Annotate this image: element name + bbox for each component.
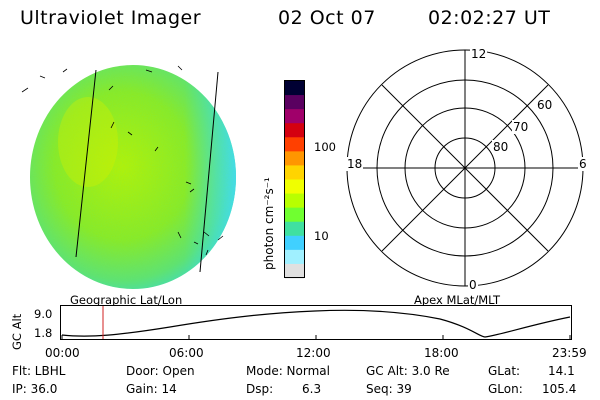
polar-label-18: 18 [346, 157, 364, 171]
altitude-ytick-min: 1.8 [34, 326, 53, 340]
colorbar-band [285, 235, 304, 251]
colorbar-band [285, 249, 304, 265]
colorbar-band [285, 165, 304, 180]
info-gc-alt: GC Alt: 3.0 Re [366, 364, 450, 378]
info-seq: Seq: 39 [366, 382, 412, 396]
colorbar-band [285, 123, 304, 138]
polar-label-6: 6 [578, 157, 588, 171]
info-dsp-value: 6.3 [302, 382, 322, 396]
info-flt: Flt: LBHL [12, 364, 66, 378]
colorbar-band [285, 95, 304, 110]
info-mode: Mode: Normal [246, 364, 330, 378]
altitude-curve [61, 309, 571, 338]
app-title: Ultraviolet Imager [20, 7, 202, 29]
colorbar [284, 80, 305, 279]
meridian-line-right [199, 71, 219, 273]
altitude-xtick-1200: 12:00 [296, 346, 331, 360]
apex-label: Apex MLat/MLT [414, 293, 501, 307]
altitude-ylabel: GC Alt [10, 313, 24, 350]
colorbar-band [285, 193, 304, 209]
polar-label-0: 0 [468, 278, 478, 292]
altitude-xtick-0000: 00:00 [45, 346, 80, 360]
altitude-xtick-2359: 23:59 [552, 346, 587, 360]
colorbar-label: photon cm⁻²s⁻¹ [262, 177, 276, 270]
colorbar-band [285, 109, 304, 124]
colorbar-band [285, 221, 304, 237]
colorbar-band [285, 207, 304, 223]
colorbar-band [285, 81, 304, 96]
altitude-xtick-1800: 18:00 [424, 346, 459, 360]
auroral-image [21, 65, 236, 289]
colorbar-band [285, 151, 304, 166]
info-glon-label: GLon: [488, 382, 523, 396]
date-label: 02 Oct 07 [278, 7, 376, 29]
polar-label-80: 80 [492, 140, 510, 154]
colorbar-band [285, 179, 304, 195]
info-glat-value: 14.1 [548, 364, 575, 378]
altitude-plot [60, 305, 572, 340]
info-dsp-label: Dsp: [246, 382, 274, 396]
polar-label-12: 12 [470, 47, 488, 61]
time-label: 02:02:27 UT [428, 7, 551, 29]
disc-noise [30, 65, 236, 289]
meridian-line-left [75, 69, 97, 258]
polar-grid [346, 49, 584, 287]
info-ip: IP: 36.0 [12, 382, 58, 396]
colorbar-band [285, 137, 304, 152]
geographic-label: Geographic Lat/Lon [70, 293, 183, 307]
polar-label-70: 70 [512, 120, 530, 134]
info-door: Door: Open [126, 364, 195, 378]
info-glon-value: 105.4 [542, 382, 577, 396]
colorbar-band [285, 263, 304, 279]
coastline-marks [21, 65, 224, 256]
colorbar-tick-10: 10 [314, 229, 329, 243]
info-glat-label: GLat: [488, 364, 521, 378]
polar-label-60: 60 [536, 98, 554, 112]
altitude-ytick-max: 9.0 [34, 307, 53, 321]
colorbar-tick-100: 100 [314, 140, 336, 154]
info-gain: Gain: 14 [126, 382, 177, 396]
altitude-xtick-0600: 06:00 [169, 346, 204, 360]
